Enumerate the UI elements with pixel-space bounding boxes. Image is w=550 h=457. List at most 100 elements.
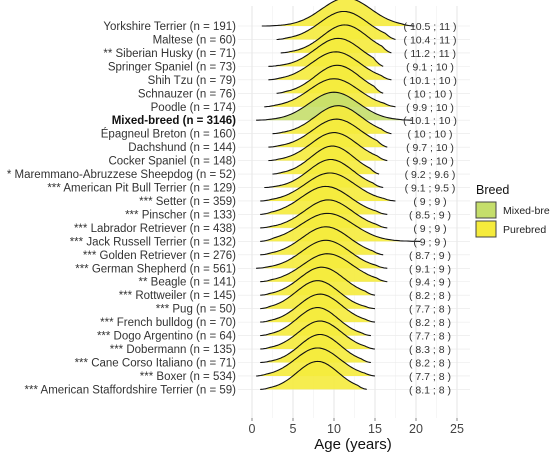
legend-swatch-purebred xyxy=(475,220,497,238)
breed-stat: ( 7.7 ; 8 ) xyxy=(409,304,451,316)
x-axis: 0 5 10 15 20 25 xyxy=(249,418,464,436)
ridge-line xyxy=(260,185,388,215)
breed-label: *** Rottweiler (n = 145) xyxy=(119,290,236,302)
ridge-line xyxy=(260,280,376,310)
breed-stat: ( 9.9 ; 10 ) xyxy=(406,102,454,114)
breed-stat: ( 8.2 ; 8 ) xyxy=(409,317,451,329)
breed-label: Poodle (n = 174) xyxy=(151,102,237,114)
x-tick-label: 0 xyxy=(249,422,256,436)
breed-stat: ( 10 ; 10 ) xyxy=(408,129,453,141)
breed-label: *** French bulldog (n = 70) xyxy=(100,317,236,329)
breed-label: Mixed-breed (n = 3146) xyxy=(112,115,236,127)
breed-stat: ( 9.4 ; 9 ) xyxy=(409,277,451,289)
breed-stat: ( 10.1 ; 10 ) xyxy=(403,75,457,87)
ridge-line xyxy=(260,226,384,256)
ridge-line xyxy=(268,118,388,148)
breed-stat: ( 10.4 ; 11 ) xyxy=(404,34,457,46)
breed-stat: ( 11.2 ; 11 ) xyxy=(404,48,456,60)
breed-stat: ( 9.1 ; 9 ) xyxy=(409,263,451,275)
breed-label: Shih Tzu (n = 79) xyxy=(148,75,236,87)
x-tick-label: 25 xyxy=(450,422,464,436)
breed-label: *** Setter (n = 359) xyxy=(139,196,236,208)
x-tick-label: 5 xyxy=(290,422,297,436)
ridge-line xyxy=(260,293,376,323)
ridges xyxy=(256,0,421,390)
breed-stat: ( 8.1 ; 8 ) xyxy=(409,384,451,396)
breed-stat: ( 8.3 ; 8 ) xyxy=(409,344,451,356)
breed-label: *** Pinscher (n = 133) xyxy=(125,209,236,221)
ridge-line xyxy=(260,360,367,390)
breed-stat: ( 7.7 ; 8 ) xyxy=(409,331,451,343)
ridge-line xyxy=(260,212,421,242)
breed-stat: ( 7.7 ; 8 ) xyxy=(409,371,451,383)
ridge-line xyxy=(276,64,384,94)
ridge-line xyxy=(256,91,412,121)
legend-label-purebred: Purebred xyxy=(503,224,546,236)
ridge-line xyxy=(260,266,376,296)
breed-labels: Yorkshire Terrier (n = 191)Maltese (n = … xyxy=(7,21,236,396)
x-tick-label: 15 xyxy=(368,422,382,436)
ridge-line xyxy=(264,158,384,189)
breed-label: Épagneul Breton (n = 160) xyxy=(101,128,236,141)
ridge-line xyxy=(256,239,388,269)
ridge-line xyxy=(260,307,371,337)
ridge-line xyxy=(260,253,388,283)
ridge-line xyxy=(276,10,396,41)
breed-label: *** Dobermann (n = 135) xyxy=(110,344,236,356)
breed-label: *** American Staffordshire Terrier (n = … xyxy=(25,384,237,396)
ridge-line xyxy=(256,347,376,377)
breed-label: Cocker Spaniel (n = 148) xyxy=(108,156,236,168)
breed-stat: ( 8.5 ; 9 ) xyxy=(409,209,451,221)
breed-stat: ( 9.2 ; 9.6 ) xyxy=(405,169,456,181)
breed-stat: ( 9 ; 9 ) xyxy=(413,236,446,248)
breed-stat: ( 9.9 ; 10 ) xyxy=(406,156,454,168)
breed-label: *** Labrador Retriever (n = 438) xyxy=(74,223,236,235)
breed-stat: ( 9.1 ; 10 ) xyxy=(406,61,454,73)
breed-stat: ( 10.5 ; 11 ) xyxy=(404,21,457,33)
ridge-line xyxy=(261,0,415,27)
breed-stat: ( 9 ; 9 ) xyxy=(413,223,446,235)
breed-stat: ( 9 ; 9 ) xyxy=(413,196,446,208)
x-tick-label: 20 xyxy=(409,422,423,436)
ridge-line xyxy=(260,333,371,364)
ridge-line xyxy=(260,320,376,350)
breed-label: *** Jack Russell Terrier (n = 132) xyxy=(70,236,236,248)
ridge-line xyxy=(260,172,396,202)
breed-stat: ( 9.1 ; 9.5 ) xyxy=(405,183,456,195)
breed-stat: ( 8.2 ; 8 ) xyxy=(409,358,451,370)
breed-label: * Maremmano-Abruzzese Sheepdog (n = 52) xyxy=(7,169,236,181)
breed-label: *** Golden Retriever (n = 276) xyxy=(83,250,236,262)
ridge-line xyxy=(264,78,396,108)
ridge-line xyxy=(268,37,384,67)
ridge-line xyxy=(260,199,388,229)
ridge-line xyxy=(268,132,388,162)
breed-label: *** Dogo Argentino (n = 64) xyxy=(97,331,236,343)
legend-title: Breed xyxy=(476,183,509,197)
breed-label: *** German Shepherd (n = 561) xyxy=(75,263,236,275)
breed-label: Maltese (n = 60) xyxy=(153,34,237,46)
ridge-line xyxy=(272,145,380,175)
breed-label: Dachshund (n = 144) xyxy=(128,142,236,154)
breed-label: Schnauzer (n = 76) xyxy=(138,88,236,100)
ridge-line xyxy=(268,51,392,81)
legend-label-mixed: Mixed-breed xyxy=(503,205,550,217)
breed-label: *** Boxer (n = 534) xyxy=(140,371,236,383)
breed-label: *** American Pit Bull Terrier (n = 129) xyxy=(47,183,236,195)
ridge-line xyxy=(280,24,392,54)
breed-stat: ( 10.1 ; 10 ) xyxy=(403,115,457,127)
x-axis-title: Age (years) xyxy=(314,436,392,453)
breed-label: ** Siberian Husky (n = 71) xyxy=(103,48,236,60)
ridge-fill xyxy=(260,361,367,390)
ridge-line xyxy=(272,105,392,135)
ridge-fill xyxy=(260,213,421,242)
breed-label: ** Beagle (n = 141) xyxy=(139,277,237,289)
median-stats: ( 10.5 ; 11 )( 10.4 ; 11 )( 11.2 ; 11 )(… xyxy=(403,21,457,396)
legend: Breed Mixed-breed Purebred xyxy=(475,183,550,238)
breed-stat: ( 10 ; 10 ) xyxy=(408,88,453,100)
legend-swatch-mixed xyxy=(475,201,497,219)
ridge-fill xyxy=(268,51,392,80)
breed-stat: ( 8.7 ; 9 ) xyxy=(409,250,451,262)
breed-label: *** Cane Corso Italiano (n = 71) xyxy=(75,358,237,370)
x-tick-label: 10 xyxy=(327,422,341,436)
